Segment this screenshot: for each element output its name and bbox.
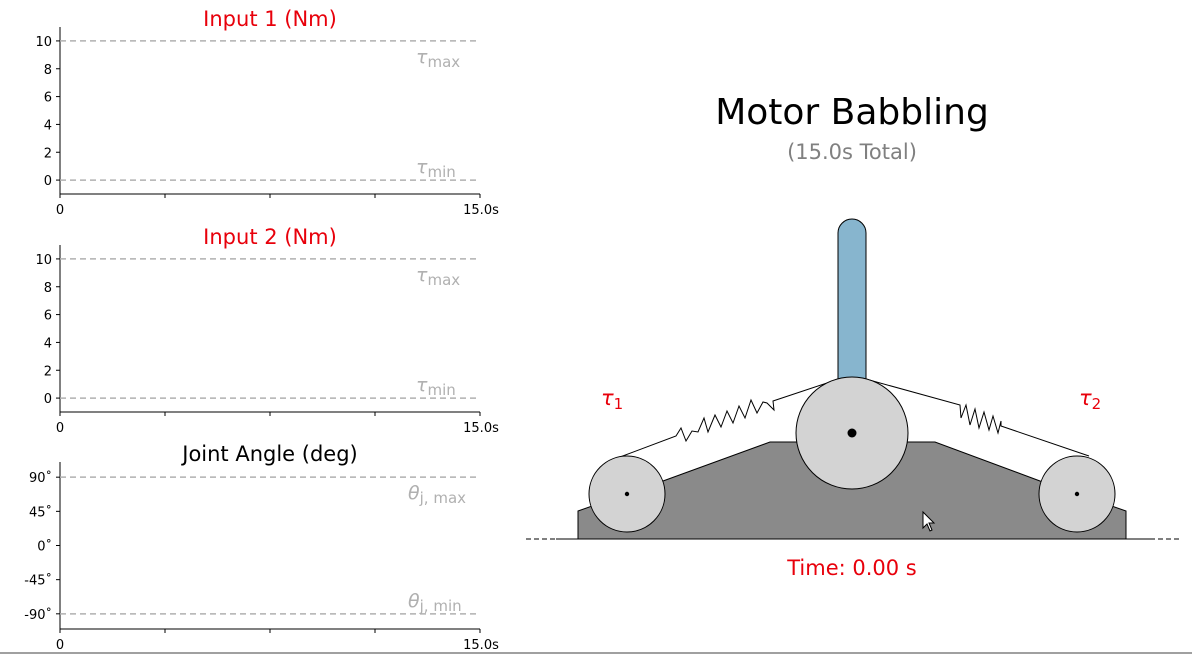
y-tick-label: 4 — [44, 336, 52, 351]
y-tick-label: -45˚ — [24, 573, 52, 589]
tendon-spring-left — [611, 377, 843, 461]
plot-panel-1: Input 1 (Nm) τmax τmin 0 2 4 6 8 10 0 15.0s — [35, 7, 499, 218]
y-tick-label: 0 — [44, 174, 52, 189]
right-pulley-axle — [1074, 491, 1080, 497]
y-tick-label: 2 — [44, 146, 52, 161]
x-tick-label: 15.0s — [463, 203, 499, 218]
tendon-spring-right — [861, 377, 1090, 457]
limit-label: τmax — [416, 46, 460, 71]
animation-subtitle: (15.0s Total) — [787, 140, 917, 164]
limit-label: θj, min — [408, 590, 462, 615]
time-readout: Time: 0.00 s — [786, 556, 917, 580]
y-tick-label: 2 — [44, 364, 52, 379]
window-bottom-edge — [0, 652, 1192, 654]
animation-title: Motor Babbling — [715, 92, 989, 133]
x-tick-label: 0 — [56, 638, 64, 653]
center-pulley-axle — [847, 428, 857, 438]
y-tick-label: 6 — [44, 309, 52, 324]
y-tick-label: 4 — [44, 118, 52, 133]
x-tick-label: 0 — [56, 421, 64, 436]
plot-panel-3: Joint Angle (deg) θj, max θj, min -90˚ -45˚ 0… — [24, 442, 499, 653]
tau1-label: τ1 — [601, 386, 623, 413]
y-tick-label: 0 — [44, 392, 52, 407]
animation-panel: Motor Babbling (15.0s Total) τ1 τ2 Time:… — [526, 92, 1180, 580]
x-tick-label: 15.0s — [463, 638, 499, 653]
base-body — [556, 441, 1150, 540]
y-tick-label: -90˚ — [24, 607, 52, 623]
tau2-label: τ2 — [1079, 386, 1101, 413]
y-tick-label: 45˚ — [29, 504, 52, 520]
y-tick-label: 0˚ — [37, 539, 52, 555]
y-tick-label: 8 — [44, 63, 52, 78]
y-tick-label: 8 — [44, 281, 52, 296]
x-tick-label: 0 — [56, 203, 64, 218]
limit-label: τmax — [416, 264, 460, 289]
limit-label: θj, max — [408, 482, 466, 507]
y-tick-label: 10 — [35, 253, 52, 268]
y-tick-label: 90˚ — [29, 470, 52, 486]
panel-title: Joint Angle (deg) — [180, 442, 358, 466]
panel-title: Input 2 (Nm) — [203, 225, 337, 249]
plot-panel-2: Input 2 (Nm) τmax τmin 0 2 4 6 8 10 0 15.0s — [35, 225, 499, 436]
limit-label: τmin — [416, 374, 456, 399]
y-tick-label: 10 — [35, 35, 52, 50]
mouse-cursor-icon — [922, 510, 936, 532]
panel-title: Input 1 (Nm) — [203, 7, 337, 31]
y-tick-label: 6 — [44, 91, 52, 106]
left-pulley-axle — [624, 491, 630, 497]
x-tick-label: 15.0s — [463, 421, 499, 436]
limit-label: τmin — [416, 156, 456, 181]
